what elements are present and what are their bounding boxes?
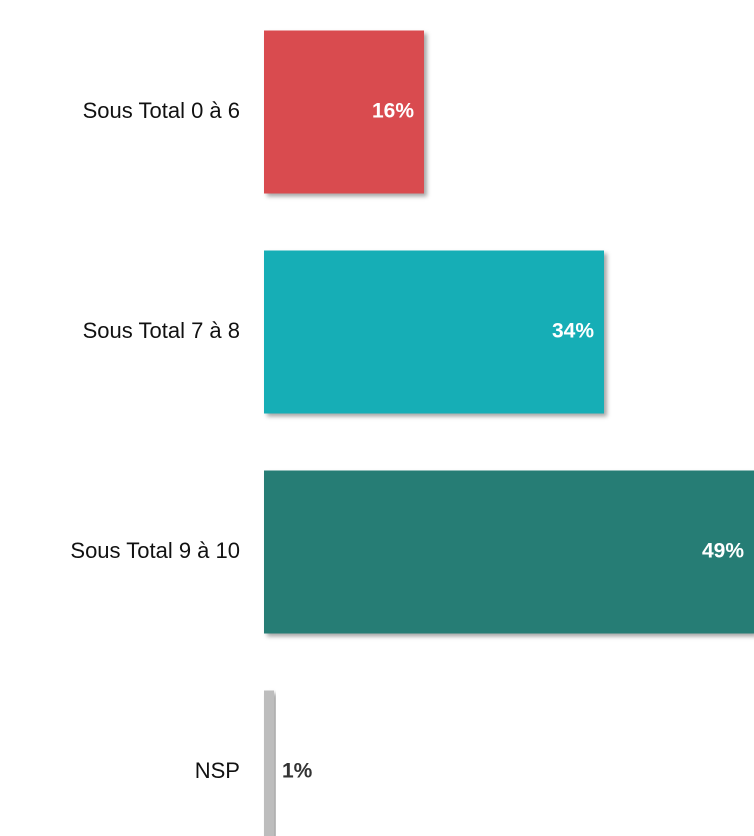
category-label: Sous Total 7 à 8 — [83, 318, 240, 343]
bar — [264, 250, 604, 414]
category-label: Sous Total 0 à 6 — [83, 98, 240, 123]
category-label: NSP — [195, 758, 240, 783]
value-label: 16% — [372, 100, 414, 123]
bar — [264, 690, 274, 836]
value-label: 34% — [552, 320, 594, 343]
bar — [264, 30, 424, 194]
bar — [264, 470, 754, 634]
category-label: Sous Total 9 à 10 — [70, 538, 240, 563]
value-label: 1% — [282, 760, 313, 783]
value-label: 49% — [702, 540, 744, 563]
